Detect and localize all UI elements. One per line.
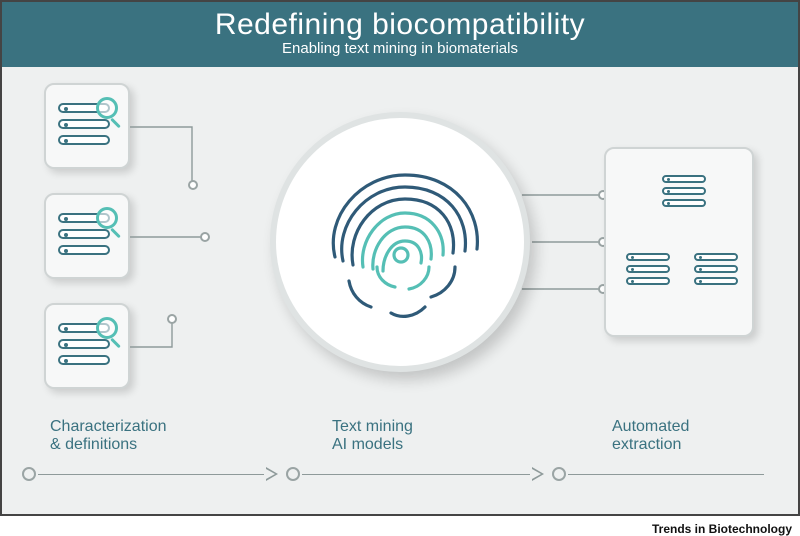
magnifier-icon [96, 207, 118, 229]
step-1-line2: & definitions [50, 436, 167, 454]
brain-fingerprint-icon [305, 157, 495, 327]
step-3-line2: extraction [612, 436, 689, 454]
infographic-frame: Redefining biocompatibility Enabling tex… [0, 0, 800, 516]
step-2-line1: Text mining [332, 418, 413, 436]
step-label-1: Characterization & definitions [50, 418, 167, 455]
header-bar: Redefining biocompatibility Enabling tex… [2, 2, 798, 67]
connector-node [188, 180, 198, 190]
credit-text: Trends in Biotechnology [652, 522, 792, 536]
connector-node [167, 314, 177, 324]
diagram-stage [2, 67, 798, 417]
magnifier-icon [96, 317, 118, 339]
magnifier-icon [96, 97, 118, 119]
subtitle: Enabling text mining in biomaterials [2, 40, 798, 57]
title: Redefining biocompatibility [2, 8, 798, 42]
step-1-line1: Characterization [50, 418, 167, 436]
db-stack-icon [662, 175, 706, 211]
step-label-2: Text mining AI models [332, 418, 413, 455]
connector-node [200, 232, 210, 242]
db-stack-icon [626, 253, 670, 289]
step-3-line1: Automated [612, 418, 689, 436]
flow-axis [22, 464, 762, 484]
db-stack-icon [694, 253, 738, 289]
input-card-3 [44, 303, 130, 389]
input-card-2 [44, 193, 130, 279]
step-2-line2: AI models [332, 436, 413, 454]
output-card [604, 147, 754, 337]
step-label-3: Automated extraction [612, 418, 689, 455]
step-flow: Characterization & definitions Text mini… [2, 418, 798, 496]
center-ring [270, 112, 530, 372]
input-card-1 [44, 83, 130, 169]
